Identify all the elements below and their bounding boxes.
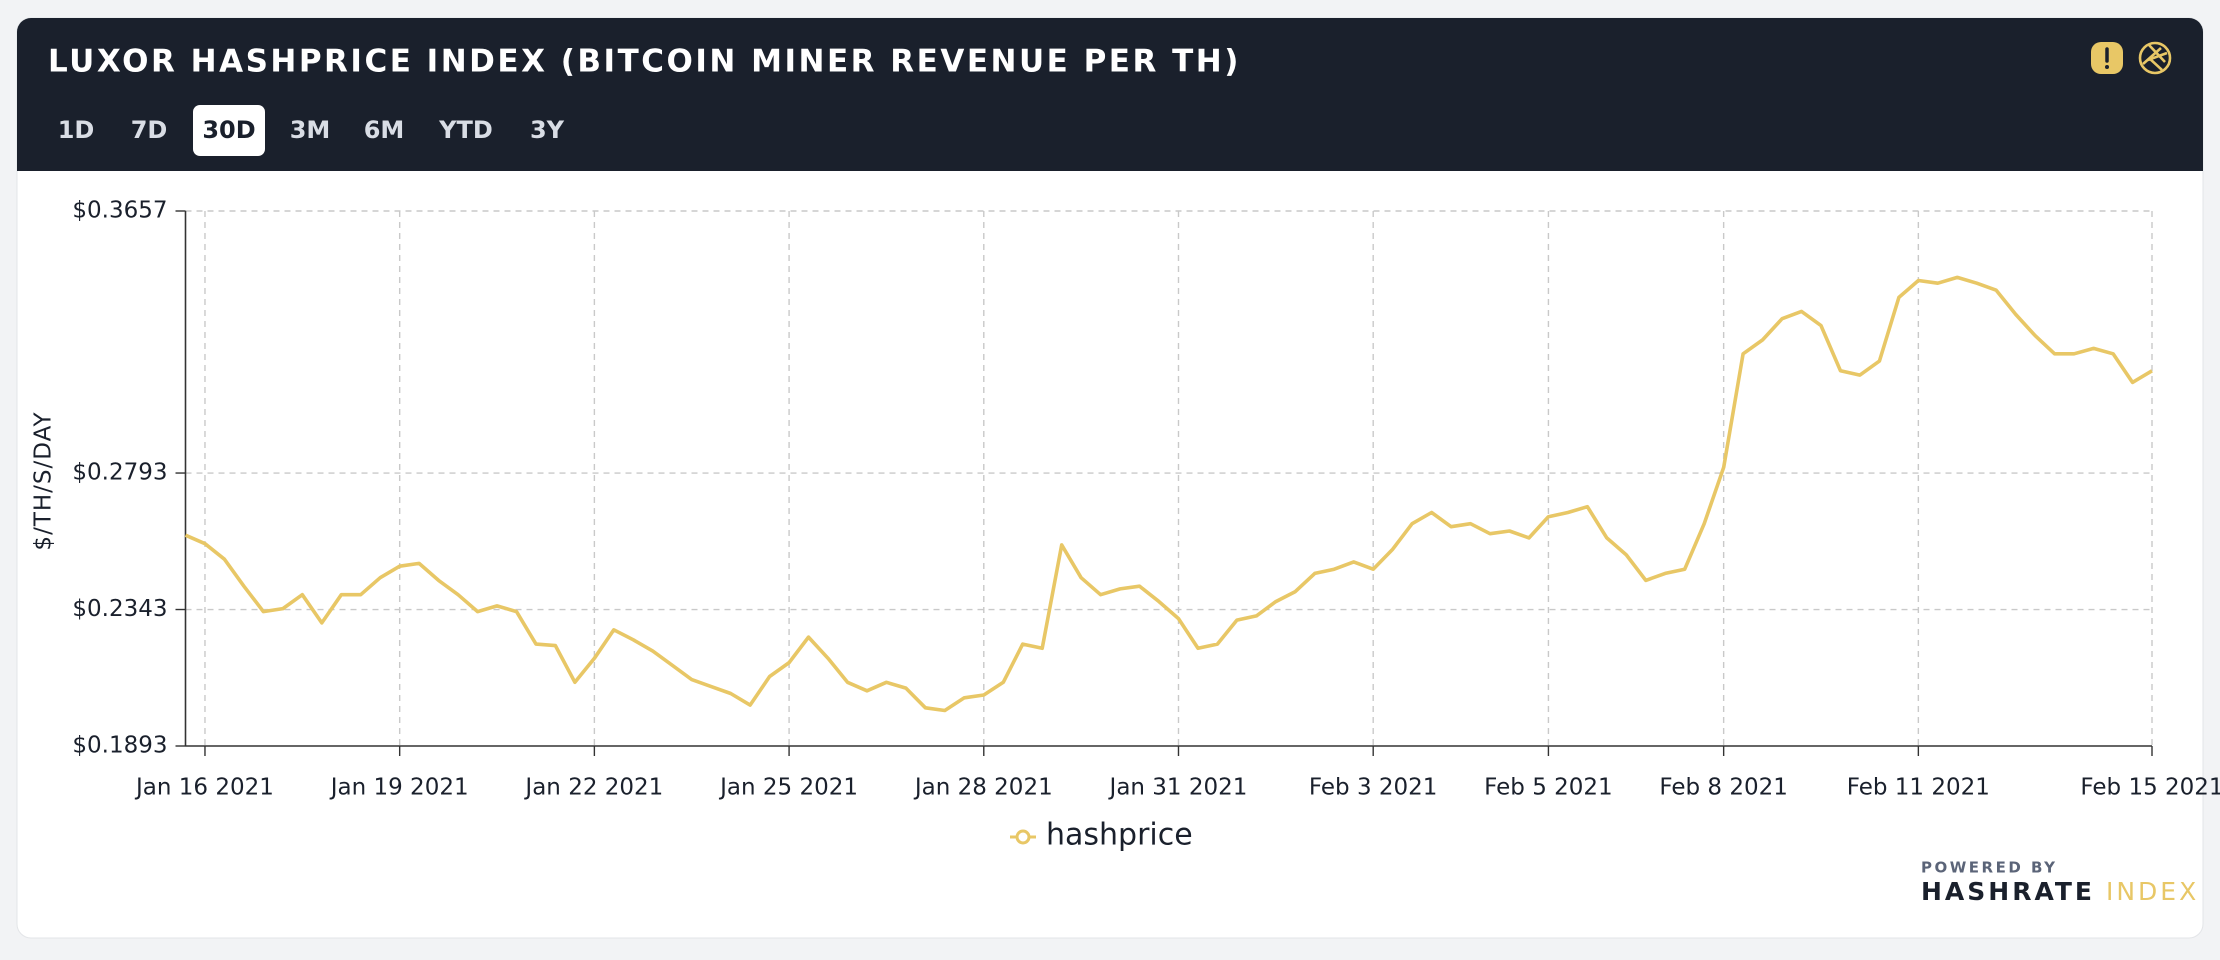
range-button[interactable]: YTD [438,116,493,144]
range-button[interactable]: 3M [290,116,331,144]
range-button-label[interactable]: YTD [438,116,493,144]
title: LUXOR HASHPRICE INDEX (BITCOIN MINER REV… [48,44,1241,80]
x-tick-label: Feb 8 2021 [1659,775,1788,801]
x-tick-label: Jan 28 2021 [913,775,1053,801]
y-tick-label: $0.3657 [72,198,167,224]
x-tick-label: Feb 5 2021 [1484,775,1613,801]
range-button-label[interactable]: 1D [58,116,95,144]
brand-accent: INDEX [2106,877,2199,906]
x-tick-label: Feb 15 2021 [2080,775,2220,801]
x-tick-label: Jan 16 2021 [134,775,274,801]
range-button-label[interactable]: 7D [131,116,168,144]
y-tick-label: $0.2343 [72,596,167,622]
x-tick-label: Feb 3 2021 [1309,775,1438,801]
range-button-label[interactable]: 3M [290,116,331,144]
brand-name: HASHRATE [1921,877,2095,906]
y-tick-label: $0.2793 [72,460,167,486]
x-tick-label: Jan 19 2021 [329,775,469,801]
powered-by: POWERED BY [1921,859,2057,877]
range-button[interactable]: 1D [58,116,95,144]
alert-icon[interactable] [2091,42,2123,74]
x-tick-label: Jan 31 2021 [1108,775,1248,801]
range-button-label[interactable]: 3Y [530,116,565,144]
y-axis-title: $/TH/S/DAY [31,411,57,550]
range-button[interactable]: 3Y [530,116,565,144]
card-header [17,18,2203,171]
x-tick-label: Feb 11 2021 [1847,775,1990,801]
x-tick-label: Jan 22 2021 [523,775,663,801]
range-button-label[interactable]: 30D [202,116,255,144]
legend-label[interactable]: hashprice [1046,818,1193,853]
legend-marker [1017,831,1029,843]
range-button-label[interactable]: 6M [364,116,405,144]
range-button[interactable]: 7D [131,116,168,144]
range-button[interactable]: 6M [364,116,405,144]
brand: HASHRATE INDEX [1921,877,2199,906]
x-tick-label: Jan 25 2021 [718,775,858,801]
range-button[interactable]: 30D [193,105,265,156]
y-tick-label: $0.1893 [72,733,167,759]
